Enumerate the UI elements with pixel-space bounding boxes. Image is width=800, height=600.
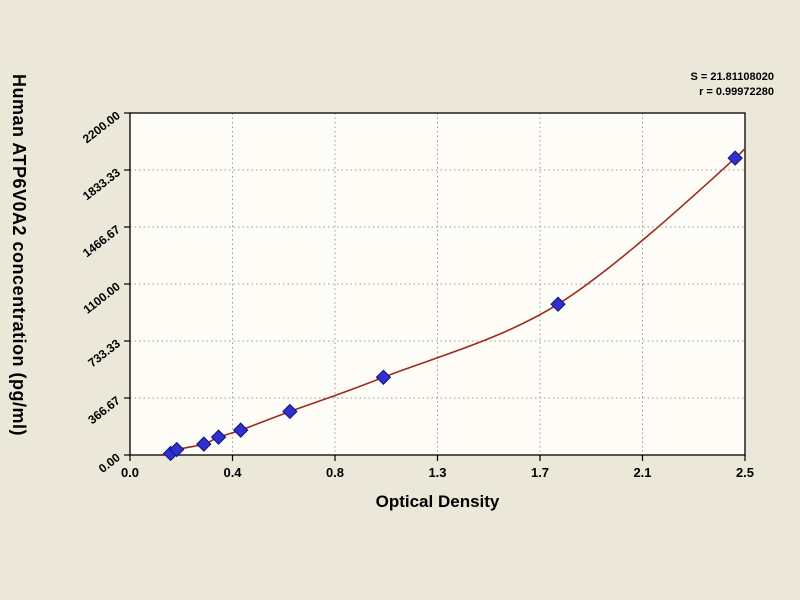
data-point-marker (169, 441, 185, 458)
data-point-marker (550, 296, 566, 312)
fit-statistics: S = 21.81108020 r = 0.99972280 (691, 70, 775, 100)
y-tick-label: 0.00 (96, 450, 123, 476)
plot-border (129, 112, 746, 456)
data-point-marker (727, 150, 743, 166)
x-tick-label: 0.0 (121, 465, 139, 480)
data-point-marker (196, 436, 212, 452)
fit-stat-s: S = 21.81108020 (690, 71, 775, 83)
x-tick-label: 0.4 (223, 465, 242, 480)
data-point-marker (210, 429, 227, 445)
y-tick-label: 366.67 (85, 393, 123, 427)
x-axis-title: Optical Density (375, 492, 500, 511)
y-tick-label: 1466.67 (80, 222, 123, 260)
x-tick-label: 2.1 (633, 465, 651, 480)
y-tick-label: 2200.00 (80, 108, 123, 146)
x-tick-label: 1.7 (531, 465, 549, 480)
data-point-marker (232, 422, 249, 438)
x-tick-label: 0.8 (326, 465, 344, 480)
y-axis-title: Human ATP6V0A2 concentration (pg/ml) (9, 73, 29, 437)
y-tick-label: 1100.00 (81, 279, 124, 317)
x-tick-label: 1.3 (428, 465, 446, 480)
data-point-marker (375, 369, 392, 385)
data-point-marker (282, 403, 298, 420)
y-tick-label: 733.33 (85, 336, 123, 370)
fit-stat-r: r = 0.99972280 (699, 86, 774, 98)
x-tick-label: 2.5 (736, 465, 754, 480)
y-tick-label: 1833.33 (80, 165, 123, 203)
